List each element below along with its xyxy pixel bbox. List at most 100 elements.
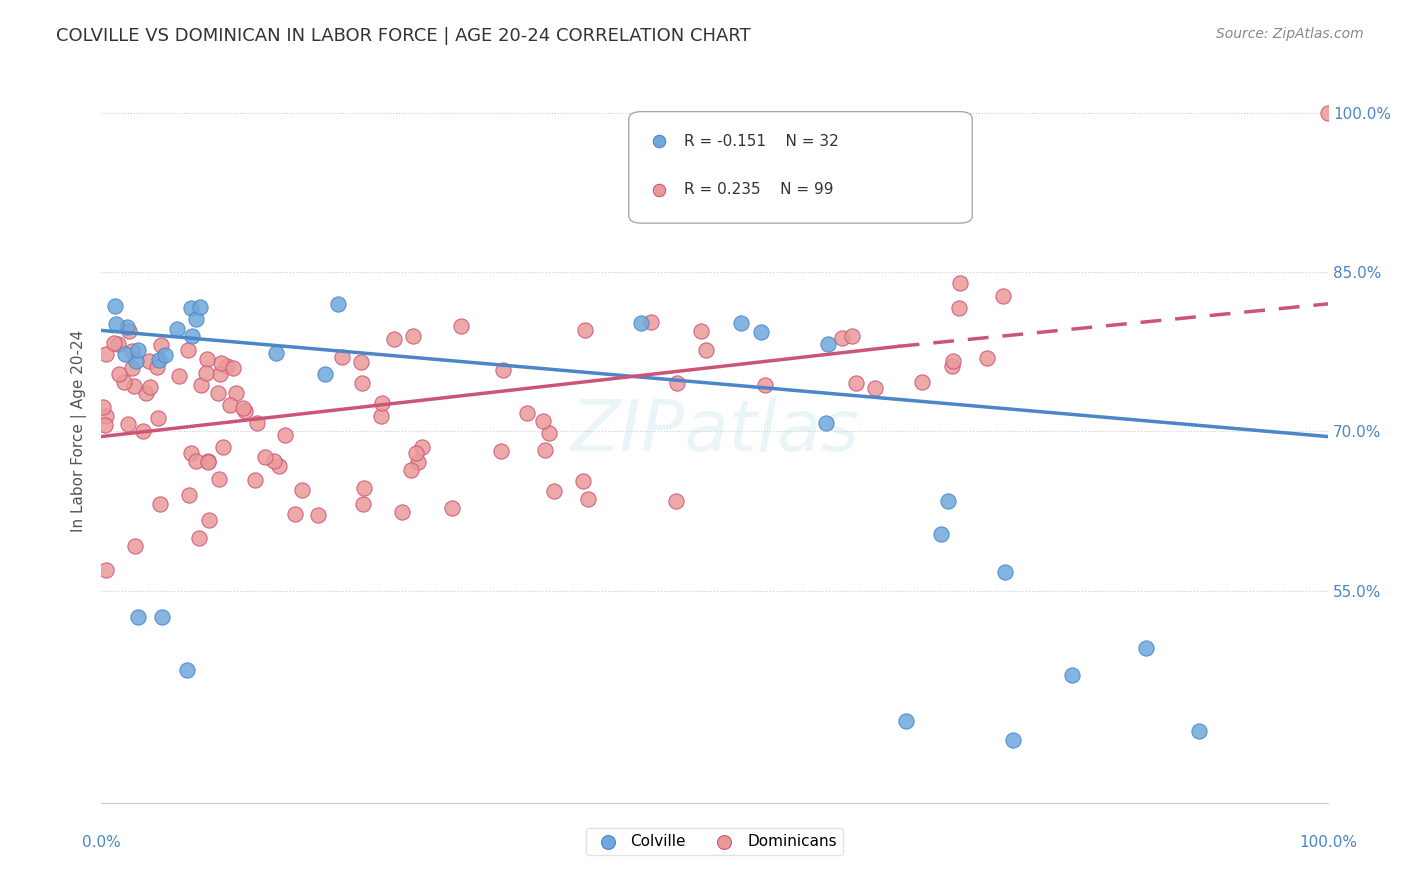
Dominicans <box>139 379 162 393</box>
Dominicans <box>222 360 245 375</box>
Dominicans <box>117 417 139 431</box>
Dominicans <box>370 396 392 410</box>
Dominicans <box>690 324 713 338</box>
Dominicans <box>274 427 297 442</box>
Dominicans <box>330 351 353 365</box>
Dominicans <box>402 329 425 343</box>
Dominicans <box>399 463 422 477</box>
Text: 100.0%: 100.0% <box>1299 835 1357 850</box>
Dominicans <box>148 497 170 511</box>
Dominicans <box>863 381 886 395</box>
Dominicans <box>208 368 231 382</box>
Text: Source: ZipAtlas.com: Source: ZipAtlas.com <box>1216 27 1364 41</box>
Dominicans <box>138 354 160 368</box>
Dominicans <box>405 446 427 460</box>
Dominicans <box>209 356 232 370</box>
Colville <box>630 316 652 330</box>
Dominicans <box>350 355 373 369</box>
Dominicans <box>572 475 595 489</box>
Dominicans <box>91 400 114 414</box>
Dominicans <box>267 459 290 474</box>
Dominicans <box>194 366 217 380</box>
Dominicans <box>440 500 463 515</box>
Dominicans <box>146 359 169 374</box>
Dominicans <box>382 332 405 346</box>
Dominicans <box>187 531 209 545</box>
Dominicans <box>122 379 145 393</box>
Colville <box>817 337 839 351</box>
Colville <box>104 299 127 313</box>
Dominicans <box>254 450 277 464</box>
Dominicans <box>150 338 173 352</box>
Dominicans <box>754 378 776 392</box>
Colville <box>180 301 202 315</box>
Dominicans <box>232 401 254 416</box>
Dominicans <box>263 454 285 468</box>
Dominicans <box>124 539 146 553</box>
Dominicans <box>284 507 307 521</box>
Colville <box>105 317 128 331</box>
Dominicans <box>197 454 219 468</box>
Dominicans <box>118 324 141 338</box>
Dominicans <box>845 376 868 391</box>
Dominicans <box>243 473 266 487</box>
Dominicans <box>543 484 565 499</box>
Dominicans <box>949 276 972 290</box>
Dominicans <box>291 483 314 498</box>
Dominicans <box>132 424 155 438</box>
Dominicans <box>197 513 219 527</box>
Dominicans <box>948 301 970 316</box>
Colville <box>1062 667 1084 681</box>
Colville <box>176 663 198 677</box>
Dominicans <box>406 455 429 469</box>
Colville <box>155 348 177 362</box>
Text: 0.0%: 0.0% <box>82 835 121 850</box>
Colville <box>114 347 136 361</box>
Dominicans <box>233 404 256 418</box>
Dominicans <box>534 442 557 457</box>
Dominicans <box>911 375 934 389</box>
Dominicans <box>246 417 269 431</box>
Colville <box>127 343 149 358</box>
Text: COLVILLE VS DOMINICAN IN LABOR FORCE | AGE 20-24 CORRELATION CHART: COLVILLE VS DOMINICAN IN LABOR FORCE | A… <box>56 27 751 45</box>
Dominicans <box>574 322 596 336</box>
Colville <box>1135 640 1157 655</box>
Dominicans <box>176 343 198 357</box>
Dominicans <box>186 454 208 468</box>
Dominicans <box>991 289 1014 303</box>
Dominicans <box>665 493 688 508</box>
Colville <box>264 346 287 360</box>
Dominicans <box>107 367 129 381</box>
Dominicans <box>350 376 373 390</box>
Dominicans <box>211 440 233 454</box>
Dominicans <box>103 336 125 351</box>
Dominicans <box>121 343 143 358</box>
Dominicans <box>190 378 212 392</box>
Dominicans <box>94 409 117 423</box>
Colville <box>188 300 211 314</box>
Dominicans <box>491 443 513 458</box>
Dominicans <box>976 351 998 365</box>
Dominicans <box>197 455 219 469</box>
Dominicans <box>640 315 662 329</box>
Colville <box>938 494 960 508</box>
Colville <box>127 610 149 624</box>
Dominicans <box>1317 105 1340 120</box>
Dominicans <box>167 369 190 384</box>
Colville <box>314 367 336 381</box>
Dominicans <box>179 488 201 502</box>
Dominicans <box>121 360 143 375</box>
Dominicans <box>531 414 554 428</box>
Text: ZIPatlas: ZIPatlas <box>571 397 859 466</box>
Y-axis label: In Labor Force | Age 20-24: In Labor Force | Age 20-24 <box>72 330 87 533</box>
Colville <box>896 714 918 729</box>
Text: R = -0.151    N = 32: R = -0.151 N = 32 <box>683 134 839 149</box>
Dominicans <box>94 418 117 433</box>
Dominicans <box>148 410 170 425</box>
Dominicans <box>695 343 717 357</box>
Dominicans <box>411 440 433 454</box>
Colville <box>152 610 174 624</box>
Colville <box>125 354 148 368</box>
Dominicans <box>370 409 392 423</box>
Dominicans <box>218 398 240 412</box>
